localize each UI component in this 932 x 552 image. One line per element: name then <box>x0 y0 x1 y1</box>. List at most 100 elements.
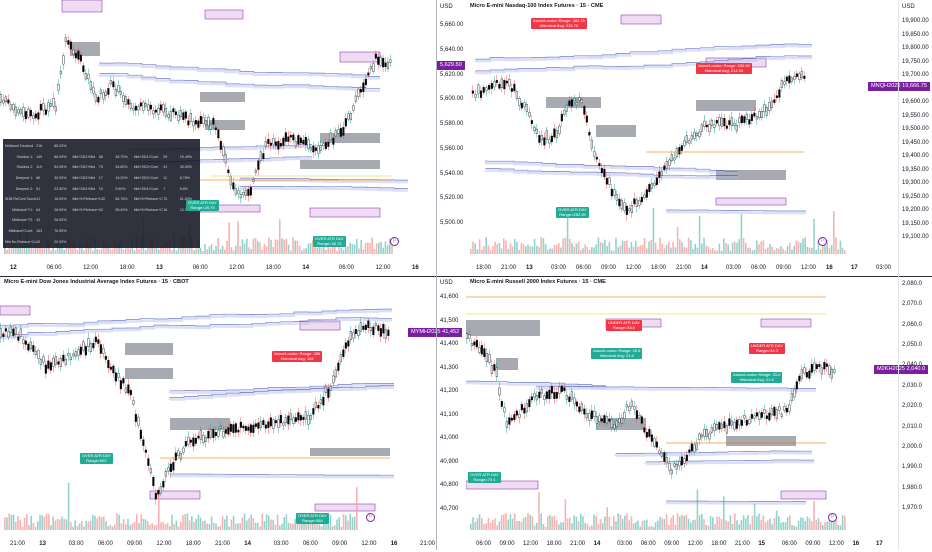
candle-body <box>113 366 115 373</box>
candle-body <box>646 432 648 437</box>
volume-bar <box>688 519 690 530</box>
statistics-cell: Midband+T2: <box>5 218 36 222</box>
candle-body <box>115 373 117 381</box>
candle-body <box>696 443 698 449</box>
volume-bar <box>782 522 784 530</box>
statistics-cell: Shallow 1: <box>5 155 36 159</box>
flag-icon[interactable]: ⚐ <box>818 237 827 246</box>
chart-pane-bottom-right[interactable]: Micro E-mini Russell 2000 Index Futures … <box>466 276 886 538</box>
flag-icon[interactable]: ⚐ <box>390 237 399 246</box>
volume-bar <box>576 517 578 530</box>
candle-body <box>701 125 703 132</box>
candle-body <box>173 462 175 470</box>
volume-bar <box>338 246 340 254</box>
pane-divider-horizontal[interactable] <box>0 276 932 277</box>
price-tick-label: 2,000.0 <box>902 444 922 450</box>
statistics-cell: 19.20% <box>115 176 133 180</box>
candle-body <box>801 72 803 78</box>
price-chart-bottom-left[interactable] <box>0 276 398 538</box>
statistics-cell: Mid+SD3+Mid <box>72 176 98 180</box>
volume-bar <box>565 238 567 254</box>
volume-bar <box>556 245 558 254</box>
candle-body <box>73 50 75 54</box>
candle-body <box>263 153 265 158</box>
time-tick-label: 18:00 <box>120 265 135 271</box>
chart-pane-top-right[interactable]: Micro E-mini Nasdaq-100 Index Futures · … <box>466 0 886 262</box>
volume-bar <box>213 250 215 254</box>
volume-bar <box>708 526 710 530</box>
statistics-cell: Mid+SD4+Mid <box>72 187 98 191</box>
price-chart-top-right[interactable] <box>466 0 886 262</box>
volume-bar <box>85 521 87 530</box>
candle-body <box>714 424 716 431</box>
volume-bar <box>611 526 613 530</box>
candle-body <box>581 100 583 103</box>
candle-body <box>504 80 506 89</box>
candle-body <box>684 141 686 146</box>
volume-bar <box>323 246 325 254</box>
volume-bar <box>44 517 46 530</box>
volume-bar <box>791 249 793 254</box>
candle-body <box>586 413 588 418</box>
volume-bar <box>787 517 789 530</box>
volume-bar <box>74 520 76 530</box>
candle-body <box>175 112 177 115</box>
statistics-cell: 64 <box>36 208 54 212</box>
statistics-cell: 45.80% <box>115 165 133 169</box>
volume-bar <box>725 243 727 254</box>
volume-bar <box>134 522 136 530</box>
statistics-cell: Mid+SD3+Cont <box>134 176 164 180</box>
volume-bar <box>699 216 701 254</box>
volume-bar <box>798 521 800 530</box>
candle-body <box>382 58 384 67</box>
volume-bar <box>802 518 804 530</box>
time-tick-label: 13 <box>526 265 533 271</box>
volume-bar <box>796 527 798 530</box>
candle-body <box>769 413 771 420</box>
statistics-cell: Midband+Cont: <box>5 229 36 233</box>
price-chart-bottom-right[interactable] <box>466 276 886 538</box>
volume-bar <box>222 516 224 530</box>
candle-body <box>494 82 496 87</box>
candle-body <box>496 368 498 377</box>
statistics-cell: 17 <box>99 176 116 180</box>
statistics-cell: 29 <box>163 155 180 159</box>
volume-bar <box>472 517 474 530</box>
volume-bar <box>376 243 378 254</box>
candle-body <box>794 389 796 397</box>
volume-bar <box>512 519 514 530</box>
volume-bar <box>771 524 773 530</box>
volume-bar <box>266 514 268 530</box>
volume-bar <box>567 215 569 254</box>
candle-body <box>666 161 668 168</box>
price-tick-label: 40,900 <box>440 459 458 465</box>
volume-bar <box>490 523 492 530</box>
flag-icon[interactable]: ⚐ <box>828 513 837 522</box>
candle-body <box>554 392 556 399</box>
volume-bar <box>815 520 817 530</box>
volume-bar <box>123 519 125 530</box>
candle-body <box>509 418 511 425</box>
candle-body <box>475 94 477 97</box>
flag-icon[interactable]: ⚐ <box>366 513 375 522</box>
volume-bar <box>193 250 195 254</box>
volume-bar <box>719 517 721 530</box>
volume-bar <box>701 243 703 254</box>
statistics-cell: Mid+SD1+Mid <box>72 155 98 159</box>
candle-body <box>651 184 653 189</box>
candle-body <box>516 92 518 99</box>
volume-bar <box>474 522 476 530</box>
session-box <box>696 100 756 111</box>
chart-pane-bottom-left[interactable]: Micro E-mini Dow Jones Industrial Averag… <box>0 276 398 538</box>
volume-bar <box>646 519 648 530</box>
price-axis-right-bottom-right[interactable]: 2,080.02,070.02,060.02,050.02,040.02,030… <box>898 276 932 538</box>
pane-divider-vertical[interactable] <box>436 0 437 550</box>
volume-bar <box>253 518 255 530</box>
volume-bar <box>765 249 767 254</box>
